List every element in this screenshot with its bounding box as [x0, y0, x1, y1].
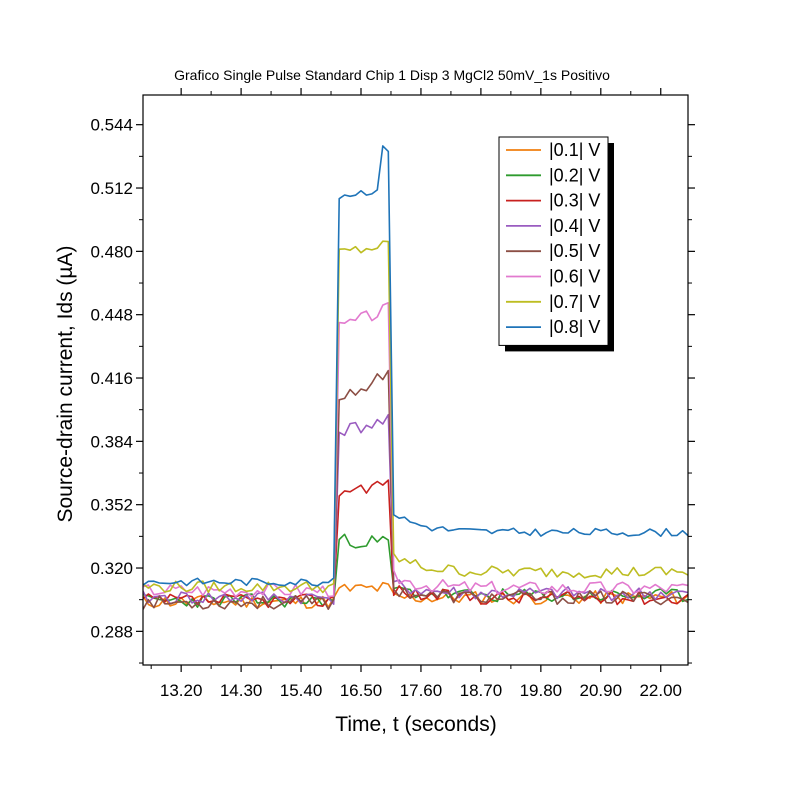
x-tick-label: 17.60	[400, 681, 443, 700]
x-tick-label: 22.00	[639, 681, 682, 700]
legend: |0.1| V |0.2| V |0.3| V |0.4| V |0.5| V |0.6|…	[498, 136, 614, 352]
y-tick-label: 0.544	[90, 116, 133, 135]
y-tick-label: 0.512	[90, 179, 133, 198]
legend-label: |0.7| V	[549, 292, 600, 312]
x-tick-label: 14.30	[220, 681, 263, 700]
y-axis-title: Source-drain current, Ids (µA)	[54, 245, 77, 522]
plot-frame	[142, 94, 689, 666]
series-group	[143, 145, 688, 610]
x-tick-label: 13.20	[160, 681, 203, 700]
y-axis: 0.288 0.320 0.352 0.384 0.416 0.448 0.480 0.512…	[90, 116, 695, 664]
legend-label: |0.3| V	[549, 191, 600, 211]
x-tick-label: 16.50	[340, 681, 383, 700]
y-tick-label: 0.288	[90, 622, 133, 641]
x-tick-label: 19.80	[520, 681, 563, 700]
legend-box	[498, 136, 609, 346]
x-tick-label: 15.40	[280, 681, 323, 700]
series-line-8	[143, 145, 688, 587]
legend-label: |0.5| V	[549, 241, 600, 261]
x-axis-title: Time, t (seconds)	[335, 713, 496, 736]
x-tick-label: 18.70	[460, 681, 503, 700]
x-axis: 13.20 14.30 15.40 16.50 17.60 18.70 19.80 20.90…	[150, 88, 682, 700]
legend-label: |0.1| V	[549, 140, 600, 160]
y-tick-label: 0.416	[90, 369, 133, 388]
x-tick-label: 20.90	[580, 681, 623, 700]
y-tick-label: 0.352	[90, 496, 133, 515]
series-line-5	[143, 369, 688, 610]
legend-label: |0.6| V	[549, 267, 600, 287]
chart-title: Grafico Single Pulse Standard Chip 1 Dis…	[174, 67, 610, 83]
y-tick-label: 0.480	[90, 242, 133, 261]
y-tick-label: 0.320	[90, 559, 133, 578]
legend-label: |0.4| V	[549, 216, 600, 236]
series-line-7	[143, 240, 688, 594]
y-tick-label: 0.384	[90, 432, 133, 451]
series-line-6	[143, 302, 688, 598]
legend-label: |0.8| V	[549, 317, 600, 337]
y-tick-label: 0.448	[90, 306, 133, 325]
series-line-4	[143, 413, 688, 605]
legend-label: |0.2| V	[549, 165, 600, 185]
